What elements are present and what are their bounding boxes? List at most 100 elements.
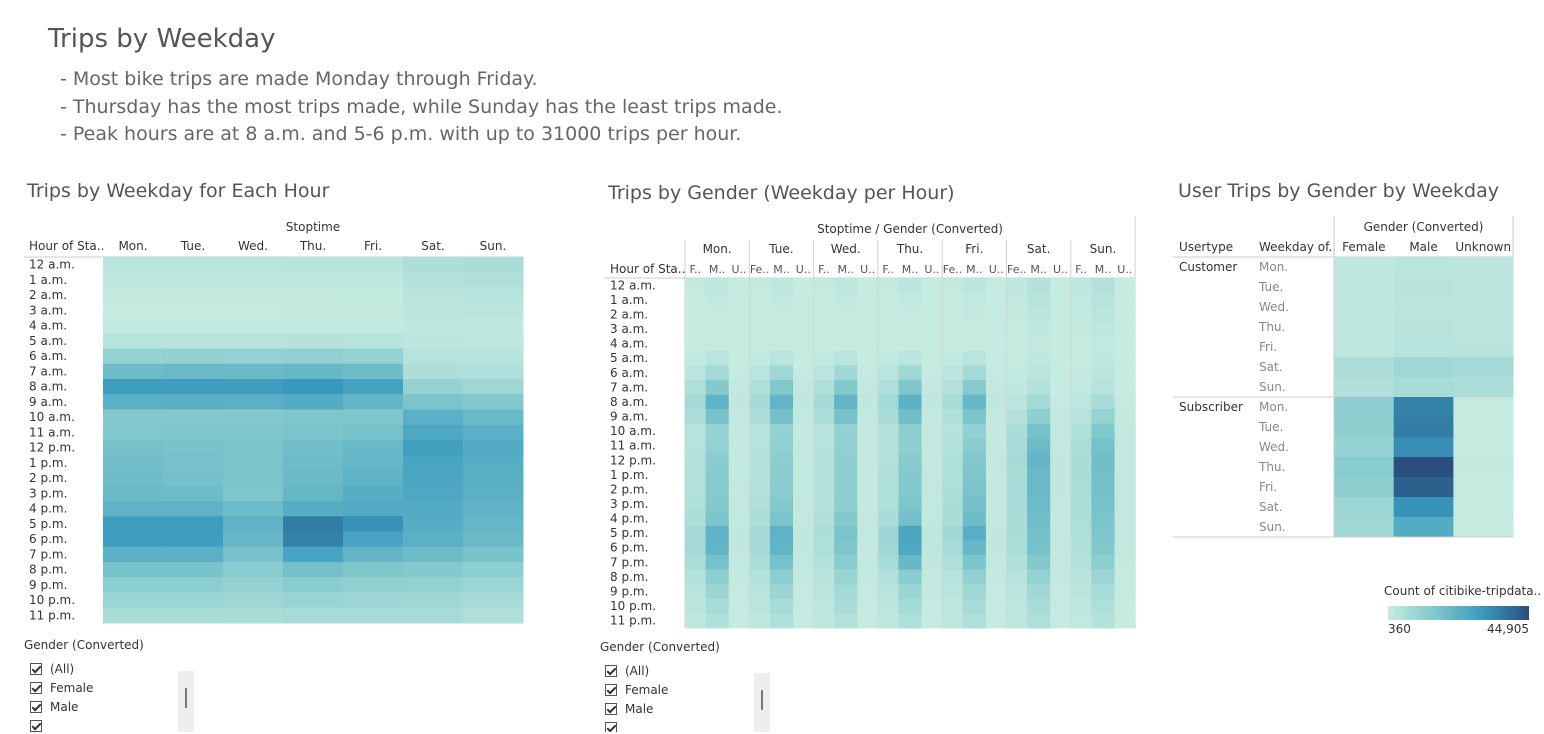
heatmap-cell bbox=[877, 336, 899, 352]
heatmap-cell bbox=[1070, 540, 1092, 556]
heatmap-cell bbox=[223, 577, 284, 593]
heatmap-cell bbox=[962, 467, 987, 483]
row-label: 1 p.m. bbox=[610, 468, 648, 482]
heatmap-cell bbox=[1114, 307, 1136, 323]
filter-option-female[interactable]: Female bbox=[30, 678, 199, 697]
heatmap-cell bbox=[1070, 467, 1092, 483]
heatmap-cell bbox=[1393, 477, 1454, 498]
heatmap-cell bbox=[1393, 417, 1454, 438]
heatmap-cell bbox=[223, 379, 284, 395]
heatmap-cell bbox=[898, 336, 923, 352]
heatmap-cell bbox=[769, 555, 794, 571]
heatmap-cell bbox=[705, 409, 730, 425]
heatmap-cell bbox=[921, 321, 943, 337]
heatmap-cell bbox=[985, 423, 1007, 439]
heatmap-cell bbox=[749, 496, 771, 512]
heatmap-cell bbox=[962, 380, 987, 396]
heatmap-cell bbox=[1070, 452, 1092, 469]
checkbox-checked-icon[interactable] bbox=[605, 664, 617, 677]
filter-scrollbar[interactable] bbox=[178, 671, 194, 732]
checkbox-checked-icon[interactable] bbox=[30, 662, 42, 675]
heatmap-cell bbox=[685, 598, 707, 614]
row-label: 10 p.m. bbox=[610, 599, 656, 613]
row-label: 4 p.m. bbox=[610, 512, 648, 526]
heatmap-cell bbox=[834, 452, 858, 469]
heatmap-cell bbox=[1453, 457, 1514, 478]
filter-option-all[interactable]: (All) bbox=[605, 661, 775, 680]
heatmap-cell bbox=[463, 424, 524, 441]
heatmap-cell bbox=[1006, 336, 1028, 352]
heatmap-cell bbox=[793, 278, 815, 294]
heatmap-cell bbox=[463, 455, 524, 471]
row-label: 6 a.m. bbox=[610, 366, 648, 380]
row-label: 8 p.m. bbox=[29, 563, 67, 577]
heatmap-cell bbox=[877, 365, 899, 381]
filter-option-male[interactable]: Male bbox=[605, 699, 775, 718]
heatmap-cell bbox=[223, 394, 284, 410]
row-label: 2 a.m. bbox=[610, 307, 648, 321]
heatmap-cell bbox=[1334, 417, 1395, 438]
checkbox-checked-icon[interactable] bbox=[605, 721, 617, 732]
heatmap-cell bbox=[877, 467, 899, 483]
heatmap-cell bbox=[343, 577, 404, 593]
heatmap-cell bbox=[343, 394, 404, 410]
heatmap-cell bbox=[685, 511, 707, 527]
heatmap-cell bbox=[857, 336, 879, 352]
heatmap-cell bbox=[793, 307, 815, 323]
heatmap-cell bbox=[769, 482, 794, 498]
heatmap-cell bbox=[1027, 511, 1051, 527]
heatmap-cell bbox=[834, 350, 858, 366]
heatmap-cell bbox=[1027, 482, 1051, 498]
checkbox-checked-icon[interactable] bbox=[605, 702, 617, 715]
heatmap-cell bbox=[813, 380, 835, 396]
filter-scrollbar[interactable] bbox=[754, 673, 770, 732]
checkbox-checked-icon[interactable] bbox=[30, 681, 42, 694]
heatmap-cell bbox=[962, 321, 987, 337]
heatmap-cell bbox=[705, 423, 730, 439]
heatmap-cell bbox=[813, 598, 835, 614]
heatmap-cell bbox=[283, 272, 344, 288]
heatmap-cell bbox=[705, 569, 730, 585]
heatmap-cell bbox=[877, 482, 899, 498]
filter-option-female[interactable]: Female bbox=[605, 680, 775, 699]
heatmap-cell bbox=[898, 569, 923, 585]
filter-title: Gender (Converted) bbox=[24, 638, 144, 652]
heatmap-cell bbox=[985, 380, 1007, 396]
row-label: 1 p.m. bbox=[29, 456, 67, 470]
heatmap-cell bbox=[1050, 438, 1072, 454]
heatmap-cell bbox=[942, 278, 964, 294]
heatmap-cell bbox=[1027, 525, 1051, 541]
heatmap-cell bbox=[685, 394, 707, 410]
heatmap-cell bbox=[793, 394, 815, 410]
heatmap-cell bbox=[921, 394, 943, 410]
filter-option-all[interactable]: (All) bbox=[30, 659, 199, 678]
row-label: 3 p.m. bbox=[29, 486, 67, 500]
heatmap-cell bbox=[1091, 409, 1116, 425]
heatmap-cell bbox=[769, 496, 794, 512]
heatmap-cell bbox=[1050, 569, 1072, 585]
heatmap-cell bbox=[705, 467, 730, 483]
heatmap-cell bbox=[898, 540, 923, 556]
subcolumn-label: U.. bbox=[989, 263, 1004, 276]
row-label: 8 a.m. bbox=[610, 395, 648, 409]
subcolumn-label: M.. bbox=[902, 263, 918, 276]
heatmap-cell bbox=[163, 348, 224, 365]
heatmap-cell bbox=[403, 562, 464, 578]
checkbox-checked-icon[interactable] bbox=[30, 719, 42, 732]
usertype-gender-weekday-heatmap: Gender (Converted) Usertype Weekday of.. Fe… bbox=[1173, 216, 1514, 538]
checkbox-checked-icon[interactable] bbox=[30, 700, 42, 713]
row-label: 12 a.m. bbox=[610, 278, 656, 292]
heatmap-cell bbox=[103, 409, 164, 426]
row-label: 4 a.m. bbox=[610, 337, 648, 351]
group-label: Sat. bbox=[1027, 242, 1051, 256]
heatmap-cell bbox=[223, 302, 284, 319]
heatmap-cell bbox=[769, 321, 794, 337]
heatmap-cell bbox=[728, 613, 750, 629]
checkbox-checked-icon[interactable] bbox=[605, 683, 617, 696]
heatmap-cell bbox=[1070, 321, 1092, 337]
heatmap-cell bbox=[283, 607, 344, 624]
heatmap-cell bbox=[223, 592, 284, 609]
heatmap-cell bbox=[985, 569, 1007, 585]
heatmap-cell bbox=[163, 592, 224, 609]
filter-option-male[interactable]: Male bbox=[30, 697, 199, 716]
